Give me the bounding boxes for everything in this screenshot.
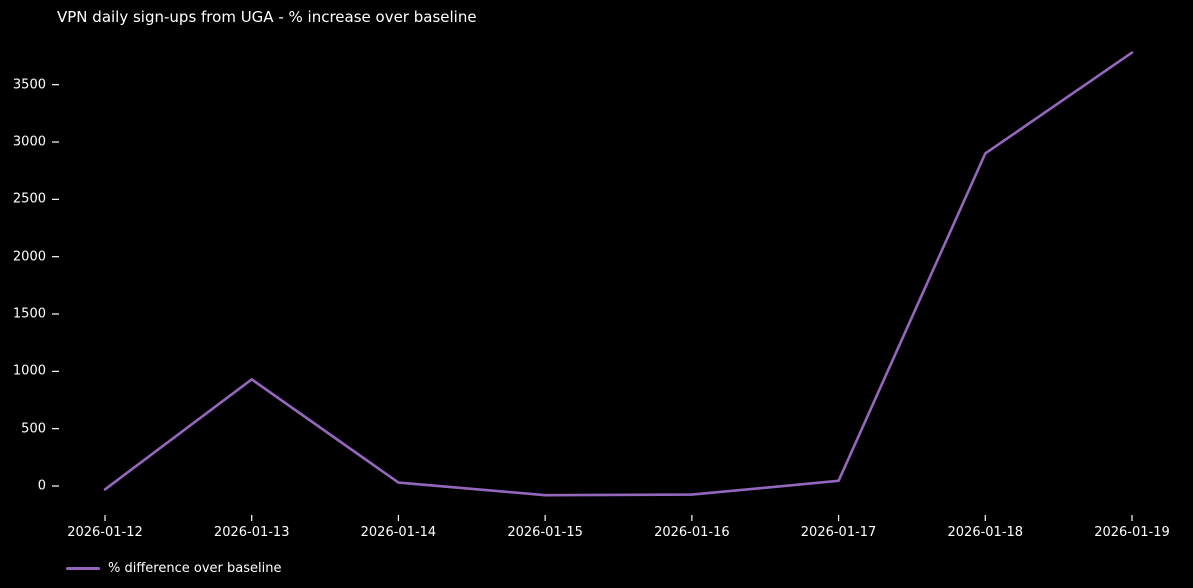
x-tick-label: 2026-01-17	[800, 525, 877, 540]
legend: % difference over baseline	[66, 561, 281, 576]
x-tick-label: 2026-01-13	[213, 525, 290, 540]
series-line	[103, 51, 1134, 497]
y-tick-label: 1500	[12, 306, 46, 322]
y-tick-label: 3000	[12, 134, 46, 150]
y-tick-label: 2500	[12, 191, 46, 207]
x-tick-label: 2026-01-12	[67, 525, 143, 540]
y-tick-label: 500	[21, 421, 46, 437]
y-tick-label: 0	[37, 478, 46, 494]
x-tick-label: 2026-01-15	[507, 525, 583, 540]
x-tick-label: 2026-01-19	[1094, 525, 1170, 540]
y-tick-label: 3500	[12, 77, 46, 93]
y-tick-label: 2000	[12, 249, 46, 265]
legend-line-swatch	[66, 567, 100, 570]
legend-label: % difference over baseline	[108, 561, 282, 576]
x-tick-label: 2026-01-14	[360, 525, 437, 540]
y-tick-label: 1000	[12, 363, 46, 379]
x-tick-label: 2026-01-18	[947, 525, 1024, 540]
chart-title: VPN daily sign-ups from UGA - % increase…	[57, 8, 477, 26]
x-tick-label: 2026-01-16	[654, 525, 730, 540]
